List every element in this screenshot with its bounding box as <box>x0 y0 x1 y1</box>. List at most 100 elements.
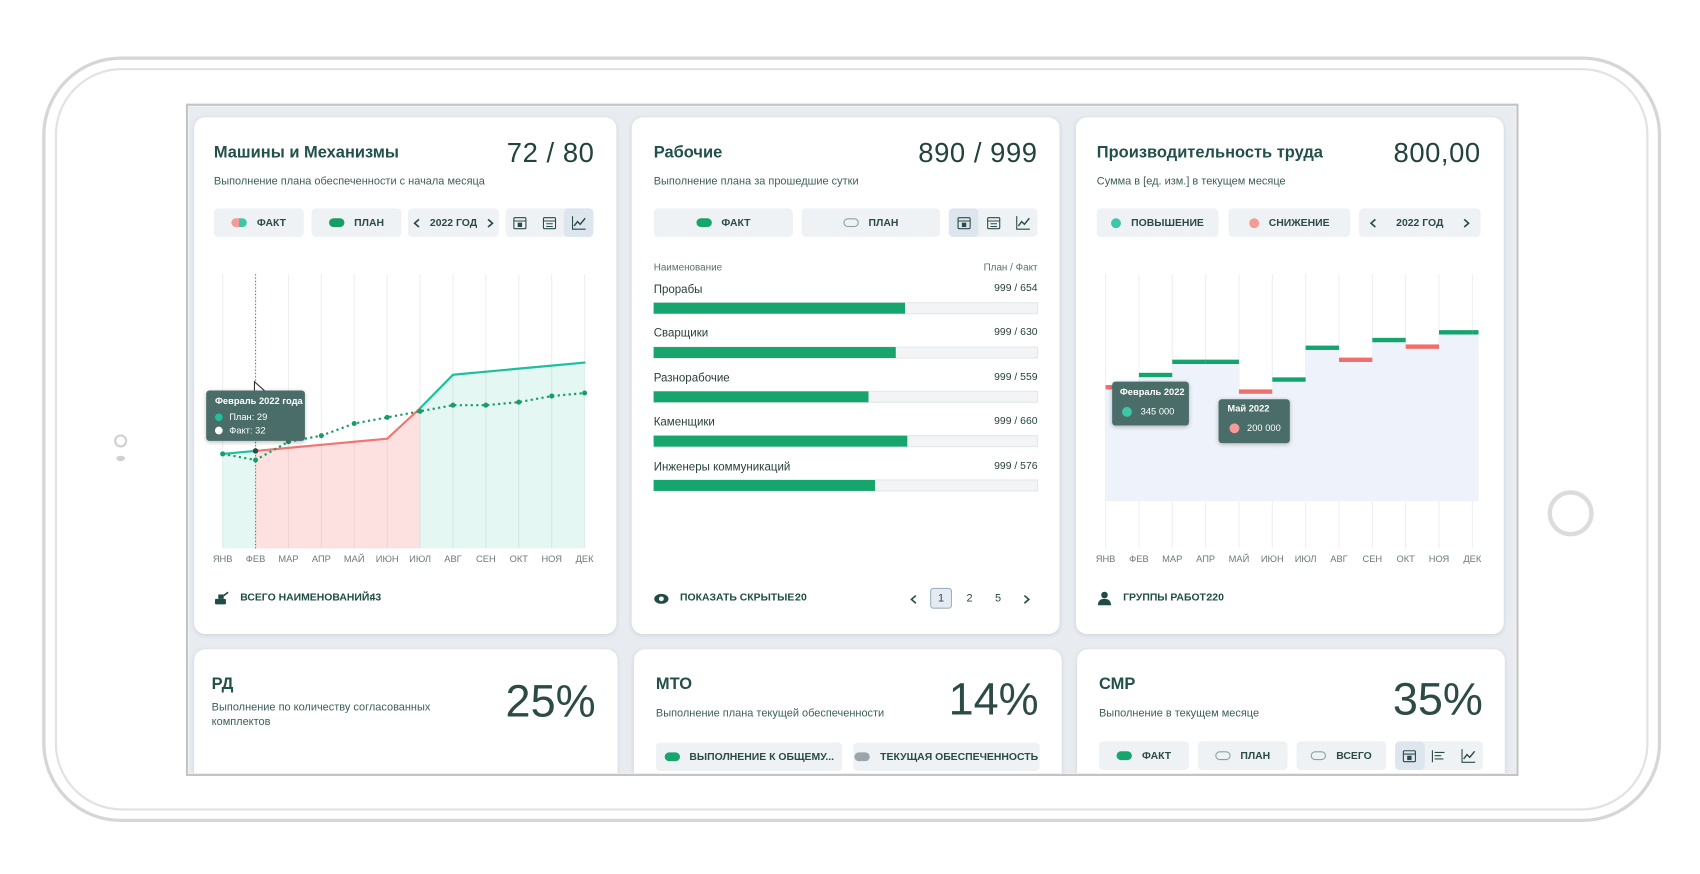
toggle-button[interactable]: ТЕКУЩАЯ ОБЕСПЕЧЕННОСТЬ <box>853 742 1040 772</box>
prev-icon[interactable] <box>1369 218 1377 228</box>
icon <box>986 217 1000 230</box>
card-title: СМР <box>1098 674 1136 694</box>
icon <box>571 216 586 230</box>
row-name: Сварщики <box>653 327 709 341</box>
icon <box>1403 750 1417 763</box>
tooltip-swatch <box>214 413 223 422</box>
card-subtitle: Выполнение в текущем месяце <box>1098 707 1260 720</box>
card <box>631 117 1060 634</box>
list-view[interactable] <box>1424 741 1453 770</box>
chart-view[interactable] <box>1454 741 1483 770</box>
toggle-button[interactable]: ФАКТ <box>1098 741 1189 770</box>
page-number[interactable]: 5 <box>995 592 1002 605</box>
card-title: РД <box>211 674 234 694</box>
tooltip <box>1218 399 1290 444</box>
chart-view[interactable] <box>564 208 594 237</box>
card-value: 72 / 80 <box>506 137 595 169</box>
page-number[interactable]: 1 <box>938 592 945 605</box>
day-view[interactable] <box>948 208 979 237</box>
card-subtitle: Выполнение по количеству согласованных к… <box>211 701 431 728</box>
legend-label: СНИЖЕНИЕ <box>1268 216 1330 229</box>
legend-swatch <box>328 218 345 228</box>
dashboard: Машины и Механизмы 72 / 80 Выполнение пл… <box>189 106 1516 774</box>
toggle-button[interactable]: ВЫПОЛНЕНИЕ К ОБЩЕМУ... <box>655 742 843 772</box>
next-page[interactable] <box>1023 594 1030 604</box>
day-view[interactable] <box>506 208 535 237</box>
next-icon[interactable] <box>487 218 494 228</box>
footer-value: 220 <box>1206 591 1224 604</box>
tooltip-swatch <box>214 426 223 435</box>
card <box>194 649 618 774</box>
icon <box>956 217 971 230</box>
period-selector[interactable]: 2022 ГОД <box>408 208 500 237</box>
day-view[interactable] <box>1395 741 1425 770</box>
card-value: 890 / 999 <box>918 137 1038 169</box>
chart-view[interactable] <box>1008 208 1038 237</box>
card-subtitle: Выполнение плана обеспеченности с начала… <box>213 175 485 188</box>
footer-value: 20 <box>795 591 807 604</box>
month-view[interactable] <box>535 208 564 237</box>
footer-value: 43 <box>369 591 382 604</box>
toggle-button[interactable]: ПЛАН <box>1197 741 1288 770</box>
card-value: 800,00 <box>1393 137 1481 169</box>
legend-button[interactable]: ПЛАН <box>311 208 402 237</box>
toggle-button[interactable]: ВСЕГО <box>1296 741 1387 770</box>
row-value: 999 / 630 <box>994 326 1038 339</box>
tooltip-value: 200 000 <box>1247 422 1281 434</box>
icon <box>1461 749 1475 763</box>
legend-swatch <box>843 218 859 228</box>
toggle-label: ПЛАН <box>1240 749 1271 762</box>
legend-button[interactable]: ФАКТ <box>653 208 793 237</box>
card-subtitle: Выполнение плана за прошедшие сутки <box>653 175 859 188</box>
view-switch <box>948 208 1038 237</box>
prev-page[interactable] <box>910 594 917 604</box>
eye-icon[interactable] <box>654 593 669 604</box>
tooltip-title: Февраль 2022 <box>1119 386 1185 398</box>
footer-label[interactable]: ПОКАЗАТЬ СКРЫТЫЕ: <box>680 591 798 604</box>
column-header: План / Факт <box>983 261 1038 273</box>
row-name: Прорабы <box>653 282 703 297</box>
icon <box>542 217 557 230</box>
period-selector[interactable]: 2022 ГОД <box>1358 208 1481 237</box>
toggle-swatch <box>1215 751 1231 761</box>
tooltip <box>206 390 305 441</box>
page-box <box>930 587 953 609</box>
toggle-label: ВСЕГО <box>1336 749 1372 762</box>
card <box>1075 117 1504 634</box>
card-title: Машины и Механизмы <box>213 142 399 162</box>
next-icon[interactable] <box>1463 218 1470 228</box>
tooltip-value: 345 000 <box>1140 405 1175 417</box>
machine-icon <box>214 591 229 605</box>
tooltip <box>1112 381 1189 426</box>
legend-swatch <box>696 218 712 228</box>
icon <box>1015 216 1030 230</box>
screen: Машины и Механизмы 72 / 80 Выполнение пл… <box>188 106 1516 774</box>
toggle-swatch <box>1311 751 1327 761</box>
prev-icon[interactable] <box>413 218 420 228</box>
legend-button[interactable]: ПЛАН <box>801 208 940 237</box>
legend-swatch <box>1248 217 1259 228</box>
legend-button[interactable]: ПОВЫШЕНИЕ <box>1096 208 1219 237</box>
legend-button[interactable]: СНИЖЕНИЕ <box>1228 208 1351 237</box>
legend-label: ФАКТ <box>256 216 287 229</box>
card-title: Производительность труда <box>1096 142 1323 162</box>
row-value: 999 / 576 <box>994 459 1038 472</box>
footer-label: ГРУППЫ РАБОТ: <box>1123 591 1210 604</box>
card-value: 14% <box>948 673 1039 725</box>
period-label: 2022 ГОД <box>1396 216 1444 229</box>
view-switch <box>505 208 594 237</box>
toggle-swatch <box>1116 751 1133 761</box>
legend-button[interactable]: ФАКТ <box>213 208 304 237</box>
month-view[interactable] <box>978 208 1008 237</box>
footer-label: ВСЕГО НАИМЕНОВАНИЙ: <box>240 591 373 604</box>
page-number[interactable]: 2 <box>966 592 973 605</box>
legend-label: ПОВЫШЕНИЕ <box>1131 216 1204 229</box>
row-name: Инженеры коммуникаций <box>653 460 791 474</box>
card-title: Рабочие <box>653 142 723 162</box>
icon <box>1431 750 1445 763</box>
legend-label: ПЛАН <box>868 216 899 229</box>
tooltip-swatch <box>1122 406 1132 417</box>
tooltip-title: Май 2022 <box>1227 402 1270 414</box>
person-icon <box>1097 591 1112 606</box>
